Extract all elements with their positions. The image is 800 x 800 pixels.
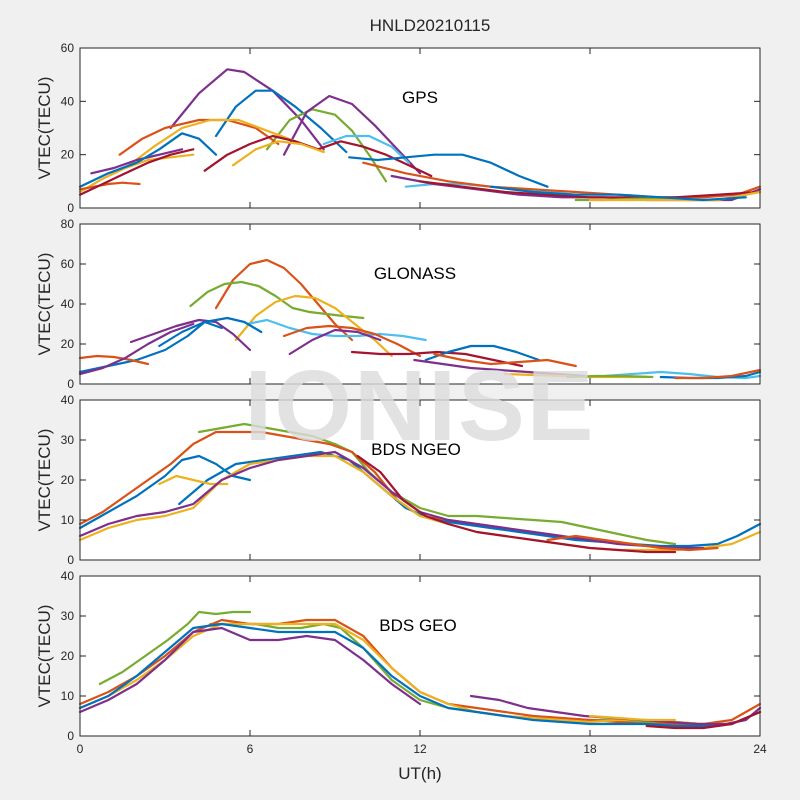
panel-annotation: GLONASS bbox=[374, 264, 456, 283]
y-tick-label: 0 bbox=[67, 201, 74, 215]
series-line-6 bbox=[78, 626, 422, 714]
series-line-14 bbox=[231, 140, 325, 167]
series-line-9 bbox=[645, 710, 762, 730]
panel-annotation: BDS NGEO bbox=[371, 440, 461, 459]
series-line-17 bbox=[603, 370, 762, 380]
y-tick-label: 40 bbox=[61, 393, 75, 407]
y-axis-label: VTEC(TECU) bbox=[35, 253, 54, 356]
x-tick-label: 18 bbox=[583, 742, 597, 756]
series-line-4 bbox=[178, 450, 762, 548]
series-line-7 bbox=[78, 153, 195, 194]
series-line-1 bbox=[214, 258, 354, 342]
panel-annotation: BDS GEO bbox=[379, 616, 456, 635]
x-tick-label: 24 bbox=[753, 742, 767, 756]
series-line-15 bbox=[322, 134, 410, 164]
series-line-20 bbox=[673, 368, 762, 380]
y-tick-label: 0 bbox=[67, 553, 74, 567]
series-line-18 bbox=[362, 161, 762, 199]
series-line-10 bbox=[78, 181, 141, 191]
y-tick-label: 40 bbox=[61, 569, 75, 583]
y-axis-label: VTEC(TECU) bbox=[35, 429, 54, 532]
y-tick-label: 60 bbox=[61, 41, 75, 55]
y-tick-label: 30 bbox=[61, 609, 75, 623]
series-line-11 bbox=[78, 322, 195, 376]
y-tick-label: 20 bbox=[61, 148, 75, 162]
series-line-2 bbox=[189, 280, 365, 320]
series-line-5 bbox=[282, 324, 422, 358]
y-tick-label: 0 bbox=[67, 377, 74, 391]
series-line-9 bbox=[158, 316, 263, 348]
series-line-12 bbox=[350, 350, 524, 368]
series-line-4 bbox=[282, 94, 422, 175]
panel-2: 0 20 40 60 80 VTEC(TECU) GLONASS bbox=[35, 217, 762, 391]
series-line-7 bbox=[78, 450, 705, 550]
series-line-9 bbox=[78, 132, 218, 188]
series-line-8 bbox=[356, 454, 677, 554]
series-line-3 bbox=[78, 454, 252, 530]
series-group bbox=[78, 610, 762, 730]
series-line-2 bbox=[214, 89, 348, 154]
y-axis-label: VTEC(TECU) bbox=[35, 77, 54, 180]
series-line-6 bbox=[288, 328, 382, 356]
x-tick-label: 0 bbox=[77, 742, 84, 756]
panel-1: 0 20 40 60 VTEC(TECU) GPS bbox=[35, 41, 762, 215]
series-line-4 bbox=[246, 318, 427, 342]
y-tick-label: 10 bbox=[61, 513, 75, 527]
y-tick-label: 20 bbox=[61, 473, 75, 487]
plot-area bbox=[80, 576, 760, 736]
x-tick-label: 6 bbox=[247, 742, 254, 756]
series-line-8 bbox=[588, 714, 677, 722]
series-group bbox=[78, 422, 762, 554]
series-line-16 bbox=[348, 153, 549, 188]
series-group bbox=[78, 258, 762, 380]
y-axis-label: VTEC(TECU) bbox=[35, 605, 54, 708]
series-line-1 bbox=[197, 422, 677, 546]
series-line-23 bbox=[489, 185, 747, 202]
series-line-5 bbox=[78, 454, 762, 552]
y-tick-label: 60 bbox=[61, 257, 75, 271]
y-tick-label: 20 bbox=[61, 337, 75, 351]
series-line-11 bbox=[78, 148, 195, 196]
series-line-5 bbox=[118, 118, 280, 156]
watermark: IONISE bbox=[245, 350, 596, 462]
series-line-12 bbox=[203, 134, 320, 172]
series-line-14 bbox=[433, 352, 577, 368]
series-line-18 bbox=[566, 374, 654, 379]
series-line-3 bbox=[265, 108, 388, 183]
panel-3: 0 10 20 30 40 VTEC(TECU) BDS NGEO bbox=[35, 393, 762, 567]
x-axis-label: UT(h) bbox=[398, 764, 441, 783]
y-tick-label: 40 bbox=[61, 297, 75, 311]
panel-annotation: GPS bbox=[402, 88, 438, 107]
series-line-1 bbox=[169, 68, 325, 151]
figure-title: HNLD20210115 bbox=[370, 16, 491, 35]
y-tick-label: 80 bbox=[61, 217, 75, 231]
y-tick-label: 30 bbox=[61, 433, 75, 447]
series-line-8 bbox=[90, 148, 184, 175]
y-tick-label: 10 bbox=[61, 689, 75, 703]
y-tick-label: 40 bbox=[61, 94, 75, 108]
series-line-13 bbox=[424, 344, 541, 362]
series-group bbox=[78, 68, 762, 202]
y-tick-label: 0 bbox=[67, 729, 74, 743]
x-tick-label: 12 bbox=[413, 742, 427, 756]
series-line-5 bbox=[78, 622, 762, 728]
series-line-20 bbox=[418, 180, 762, 199]
series-line-1 bbox=[98, 610, 252, 686]
series-line-7 bbox=[129, 318, 252, 352]
series-line-10 bbox=[78, 354, 150, 366]
series-line-13 bbox=[316, 140, 433, 178]
series-line-9 bbox=[546, 534, 719, 552]
panel-4: 0 6 12 18 24 0 10 20 30 40 VTEC(TECU) BDS GEO bbox=[35, 569, 767, 756]
series-line-15 bbox=[413, 358, 586, 378]
y-tick-label: 20 bbox=[61, 649, 75, 663]
